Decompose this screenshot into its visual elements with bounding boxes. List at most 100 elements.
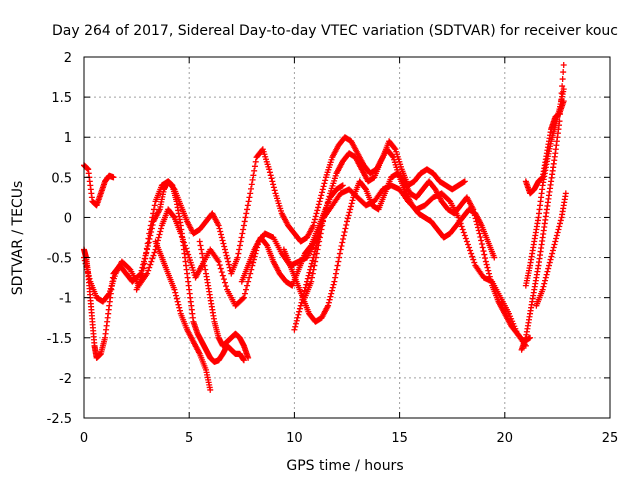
data-point (557, 220, 564, 227)
data-point (481, 251, 488, 258)
data-point (485, 267, 492, 274)
data-point (446, 197, 453, 204)
data-point (340, 236, 347, 243)
x-tick-label: 15 (391, 431, 408, 446)
data-point (246, 194, 253, 201)
data-point (180, 239, 187, 246)
y-tick-label: 2 (64, 51, 72, 66)
data-point (263, 241, 270, 248)
data-point (234, 254, 241, 261)
data-point (250, 172, 257, 179)
data-point (236, 246, 243, 253)
data-point (221, 279, 228, 286)
data-point (542, 277, 549, 284)
data-point (346, 209, 353, 216)
data-point (349, 197, 356, 204)
data-point (215, 258, 222, 265)
data-point (175, 301, 182, 308)
data-point (238, 234, 245, 241)
data-point (291, 326, 298, 333)
data-point (470, 256, 477, 263)
data-point (554, 229, 561, 236)
data-point (147, 261, 154, 268)
data-point (326, 296, 333, 303)
data-point (340, 232, 347, 239)
data-point (247, 270, 254, 277)
data-point (196, 238, 203, 245)
data-point (215, 222, 222, 229)
data-point (156, 231, 163, 238)
data-point (311, 216, 318, 223)
data-point (553, 232, 560, 239)
data-point (556, 118, 563, 125)
data-point (84, 266, 91, 273)
data-point (459, 226, 466, 233)
data-point (296, 305, 303, 312)
data-point (139, 264, 146, 271)
data-point (240, 357, 247, 364)
data-point (220, 276, 227, 283)
data-point (181, 242, 188, 249)
series-track-1 (81, 162, 117, 209)
data-point (223, 252, 230, 259)
data-point (309, 270, 316, 277)
data-point (486, 270, 493, 277)
data-point (151, 202, 158, 209)
data-point (300, 293, 307, 300)
data-point (491, 254, 498, 261)
data-point (553, 235, 560, 242)
data-point (558, 90, 565, 97)
data-point (149, 214, 156, 221)
data-point (270, 181, 277, 188)
data-point (250, 259, 257, 266)
y-tick-label: 0.5 (51, 171, 72, 186)
data-point (243, 210, 250, 217)
data-point (315, 204, 322, 211)
data-point (362, 185, 369, 192)
data-point (219, 237, 226, 244)
data-point (268, 175, 275, 182)
x-axis-label: GPS time / hours (286, 458, 403, 474)
data-point (333, 266, 340, 273)
data-point (464, 241, 471, 248)
data-point (391, 145, 398, 152)
data-point (199, 250, 206, 257)
x-tick-label: 5 (185, 431, 193, 446)
data-point (560, 98, 567, 105)
data-point (105, 291, 112, 298)
data-point (488, 279, 495, 286)
data-point (239, 295, 246, 302)
data-point (336, 254, 343, 261)
data-point (559, 83, 566, 90)
data-point (174, 298, 181, 305)
data-point (292, 323, 299, 330)
data-point (315, 233, 322, 240)
data-point (540, 283, 547, 290)
data-point (308, 260, 315, 267)
series-track-11 (522, 98, 567, 197)
data-point (223, 283, 230, 290)
data-point (328, 290, 335, 297)
data-point (316, 198, 323, 205)
data-point (560, 69, 567, 76)
series-track-13 (238, 182, 346, 289)
data-point (249, 176, 256, 183)
data-point (320, 183, 327, 190)
data-point (317, 195, 324, 202)
y-tick-label: 1 (64, 131, 72, 146)
data-point (220, 240, 227, 247)
data-point (184, 248, 191, 255)
y-tick-label: -2.5 (47, 412, 72, 427)
data-point (241, 290, 248, 297)
data-point (246, 274, 253, 281)
data-point (179, 236, 186, 243)
data-point (484, 264, 491, 271)
y-tick-label: -1 (59, 292, 72, 307)
data-point (145, 267, 152, 274)
data-point (341, 228, 348, 235)
data-point (482, 255, 489, 262)
data-point (293, 317, 300, 324)
data-point (329, 287, 336, 294)
data-point (315, 201, 322, 208)
